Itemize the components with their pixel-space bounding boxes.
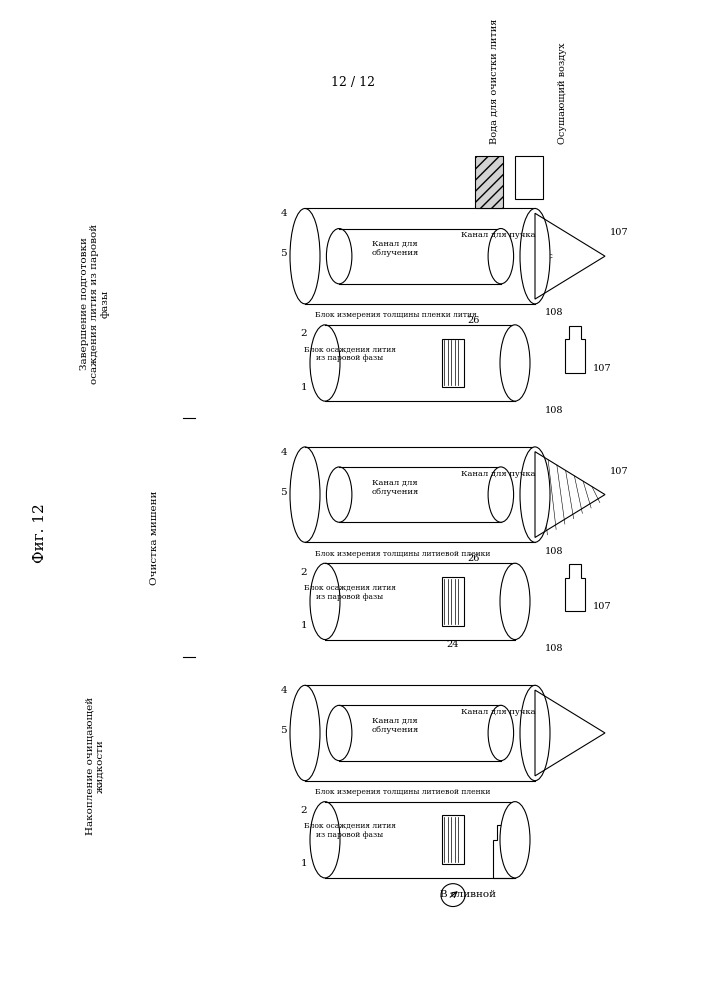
Text: Завершение подготовки
осаждения лития из паровой
фазы: Завершение подготовки осаждения лития из… xyxy=(80,224,110,384)
Text: Канал для
облучения: Канал для облучения xyxy=(371,478,419,496)
Text: Канал для пучка: Канал для пучка xyxy=(461,470,535,478)
Text: 26: 26 xyxy=(467,554,479,563)
Text: 1: 1 xyxy=(300,621,307,630)
Ellipse shape xyxy=(290,208,320,304)
Text: 12 / 12: 12 / 12 xyxy=(331,76,375,89)
Text: 5: 5 xyxy=(281,488,287,497)
Ellipse shape xyxy=(520,685,550,781)
Text: 1: 1 xyxy=(300,859,307,868)
Bar xyxy=(442,339,464,387)
Text: 1: 1 xyxy=(300,383,307,392)
Text: 4: 4 xyxy=(281,209,287,218)
Text: 2: 2 xyxy=(300,568,307,577)
Text: Блок осаждения лития
из паровой фазы: Блок осаждения лития из паровой фазы xyxy=(304,584,395,601)
Bar xyxy=(442,815,464,864)
Text: Канал для
облучения: Канал для облучения xyxy=(371,240,419,257)
Ellipse shape xyxy=(488,705,513,761)
Text: 26: 26 xyxy=(467,316,479,325)
Text: Очистка мишени: Очистка мишени xyxy=(151,490,160,585)
Text: 24: 24 xyxy=(447,640,460,649)
Text: Блок измерения толщины литиевой пленки: Блок измерения толщины литиевой пленки xyxy=(315,550,491,558)
Text: Канал для пучка: Канал для пучка xyxy=(461,708,535,716)
Ellipse shape xyxy=(310,563,340,640)
Text: Фиг. 12: Фиг. 12 xyxy=(33,503,47,563)
Text: 2: 2 xyxy=(300,806,307,815)
Text: 108: 108 xyxy=(545,644,563,653)
Text: 5: 5 xyxy=(281,726,287,735)
Ellipse shape xyxy=(310,802,340,878)
Bar xyxy=(475,156,503,208)
Text: Накопление очищающей
жидкости: Накопление очищающей жидкости xyxy=(86,697,105,835)
Ellipse shape xyxy=(327,229,352,284)
Text: 107: 107 xyxy=(610,228,629,237)
Ellipse shape xyxy=(488,229,513,284)
Polygon shape xyxy=(565,564,585,611)
Text: 108: 108 xyxy=(545,308,563,317)
Text: 4: 4 xyxy=(281,448,287,457)
Ellipse shape xyxy=(290,447,320,542)
Text: В сливной: В сливной xyxy=(440,890,496,899)
Ellipse shape xyxy=(290,685,320,781)
Text: 107: 107 xyxy=(593,364,612,373)
Ellipse shape xyxy=(327,705,352,761)
Ellipse shape xyxy=(500,563,530,640)
Polygon shape xyxy=(493,825,513,878)
Text: Блок измерения толщины литиевой пленки: Блок измерения толщины литиевой пленки xyxy=(315,788,491,796)
Text: 2: 2 xyxy=(300,329,307,338)
Polygon shape xyxy=(565,326,585,373)
Text: Блок осаждения лития
из паровой фазы: Блок осаждения лития из паровой фазы xyxy=(304,345,395,362)
Ellipse shape xyxy=(488,467,513,522)
Text: Осушающий воздух: Осушающий воздух xyxy=(558,42,567,144)
Text: Блок измерения толщины пленки лития: Блок измерения толщины пленки лития xyxy=(315,311,477,319)
Text: 108: 108 xyxy=(545,547,563,556)
Text: Канал для пучка: Канал для пучка xyxy=(461,231,535,239)
Ellipse shape xyxy=(310,325,340,401)
Ellipse shape xyxy=(520,208,550,304)
Text: 4: 4 xyxy=(281,686,287,695)
Ellipse shape xyxy=(500,802,530,878)
Text: 5: 5 xyxy=(281,249,287,258)
Ellipse shape xyxy=(500,325,530,401)
Ellipse shape xyxy=(327,467,352,522)
Bar xyxy=(515,156,543,199)
Text: Вода для очистки лития: Вода для очистки лития xyxy=(490,18,499,144)
Text: 107: 107 xyxy=(610,467,629,476)
Text: 107: 107 xyxy=(593,602,612,611)
Text: Блок осаждения лития
из паровой фазы: Блок осаждения лития из паровой фазы xyxy=(304,822,395,839)
Text: 108: 108 xyxy=(545,406,563,415)
Text: Канал для
облучения: Канал для облучения xyxy=(371,717,419,734)
Ellipse shape xyxy=(520,447,550,542)
Bar xyxy=(442,577,464,626)
